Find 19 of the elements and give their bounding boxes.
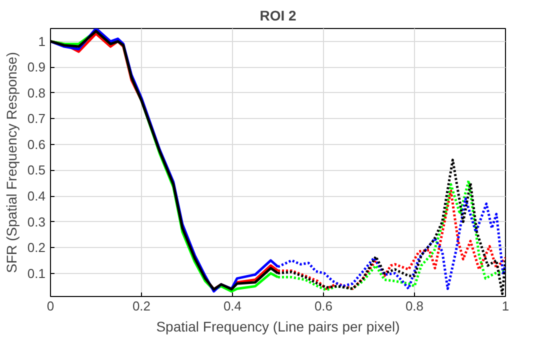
- x-tick-label: 0.2: [132, 298, 151, 314]
- x-tick-label: 0.4: [223, 298, 242, 314]
- y-tick-label: 0.6: [27, 136, 46, 152]
- y-tick-label: 0.8: [27, 85, 46, 100]
- y-tick-label: 0.1: [27, 266, 46, 281]
- x-tick-label: 0.8: [405, 298, 424, 314]
- y-axis-title: SFR (Spatial Frequency Response): [3, 52, 20, 273]
- y-tick-label: 0.3: [27, 214, 46, 230]
- y-tick-label: 0.7: [27, 111, 46, 126]
- y-tick-label: 0.4: [27, 188, 46, 204]
- x-tick-label: 0: [46, 298, 54, 314]
- chart-title: ROI 2: [260, 8, 296, 24]
- y-tick-label: 1: [38, 34, 46, 49]
- x-axis-title: Spatial Frequency (Line pairs per pixel): [156, 318, 400, 334]
- y-tick-label: 0.9: [27, 60, 46, 75]
- x-tick-label: 0.6: [314, 298, 333, 314]
- x-tick-label: 1: [502, 298, 510, 314]
- y-tick-label: 0.2: [27, 240, 46, 256]
- y-tick-label: 0.5: [27, 162, 46, 178]
